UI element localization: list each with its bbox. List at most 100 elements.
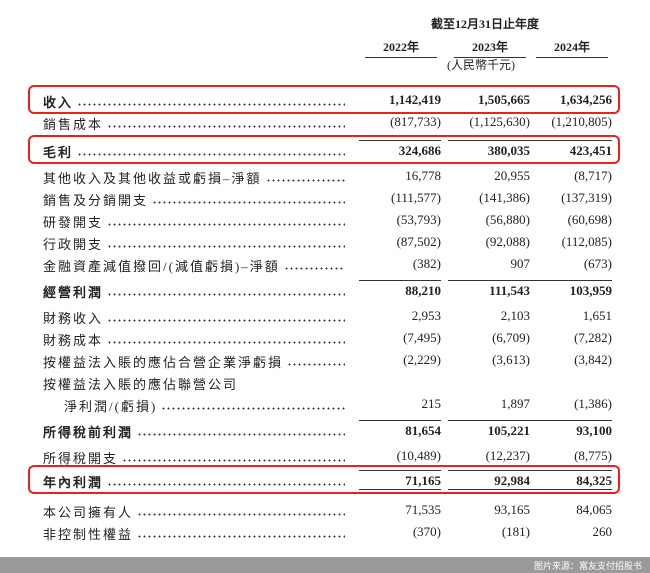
row-value: (87,502) [396, 234, 441, 249]
row-label: 經營利潤 [43, 285, 104, 300]
row-value: (12,237) [485, 448, 530, 463]
table-row: 銷售成本 (817,733) (1,125,630) (1,210,805) [0, 112, 650, 132]
row-value: (1,210,805) [551, 114, 612, 129]
row-label: 本公司擁有人 [43, 505, 134, 520]
row-value: 380,035 [448, 140, 530, 160]
table-row: 所得稅前利潤 81,654 105,221 93,100 [0, 420, 650, 440]
row-label: 所得稅前利潤 [43, 425, 134, 440]
table-row: 按權益法入賬的應佔聯營公司 [0, 372, 650, 392]
row-value: 105,221 [448, 420, 530, 440]
period-header: 截至12月31日止年度 [430, 17, 539, 31]
row-label: 淨利潤/(虧損) [64, 399, 158, 414]
dot-leader [122, 459, 345, 462]
row-value: 1,897 [500, 396, 530, 411]
table-row: 非控制性權益 (370) (181) 260 [0, 522, 650, 542]
table-row: 財務成本 (7,495) (6,709) (7,282) [0, 328, 650, 348]
row-value: (3,842) [574, 352, 612, 367]
row-value: 93,165 [494, 502, 530, 517]
year-header: 2024年 [536, 38, 608, 58]
row-value: 20,955 [494, 168, 530, 183]
row-value: 84,065 [576, 502, 612, 517]
table-row: 淨利潤/(虧損) 215 1,897 (1,386) [0, 394, 650, 414]
row-value: (370) [412, 524, 441, 539]
row-label: 財務成本 [43, 333, 104, 348]
row-label: 研發開支 [43, 215, 104, 230]
row-value: 1,505,665 [478, 92, 530, 107]
row-value: 1,651 [582, 308, 612, 323]
table-row: 年內利潤 71,165 92,984 84,325 [0, 470, 650, 490]
dot-leader [137, 535, 345, 538]
row-value: 92,984 [448, 470, 530, 490]
row-label: 毛利 [43, 145, 74, 160]
dot-leader [77, 153, 345, 156]
row-value: (817,733) [390, 114, 441, 129]
dot-leader [152, 201, 345, 204]
table-row: 本公司擁有人 71,535 93,165 84,065 [0, 500, 650, 520]
row-value: (1,386) [574, 396, 612, 411]
table-row: 財務收入 2,953 2,103 1,651 [0, 306, 650, 326]
row-value: 907 [510, 256, 531, 271]
table-row: 經營利潤 88,210 111,543 103,959 [0, 280, 650, 300]
row-value: 81,654 [359, 420, 441, 440]
dot-leader [107, 483, 345, 486]
row-label: 年內利潤 [43, 475, 104, 490]
dot-leader [107, 341, 345, 344]
row-value: (141,386) [479, 190, 530, 205]
row-value: (8,775) [574, 448, 612, 463]
row-label: 銷售成本 [43, 117, 104, 132]
row-value: 260 [592, 524, 613, 539]
row-value: (112,085) [561, 234, 612, 249]
dot-leader [107, 245, 345, 248]
table-row: 行政開支 (87,502) (92,088) (112,085) [0, 232, 650, 252]
row-value: (3,613) [492, 352, 530, 367]
highlight-box [28, 465, 620, 494]
dot-leader [107, 223, 345, 226]
row-value: 71,535 [405, 502, 441, 517]
row-value: 1,142,419 [389, 92, 441, 107]
row-value: 111,543 [448, 280, 530, 300]
row-value: (10,489) [396, 448, 441, 463]
highlight-box [28, 135, 620, 164]
row-value: (56,880) [485, 212, 530, 227]
row-value: (7,282) [574, 330, 612, 345]
row-value: 423,451 [530, 140, 612, 160]
year-header: 2022年 [365, 38, 437, 58]
dot-leader [287, 363, 345, 366]
row-value: 93,100 [530, 420, 612, 440]
row-value: (8,717) [574, 168, 612, 183]
row-value: 215 [421, 396, 442, 411]
row-value: 1,634,256 [560, 92, 612, 107]
row-value: (53,793) [396, 212, 441, 227]
row-value: 88,210 [359, 280, 441, 300]
row-value: 84,325 [530, 470, 612, 490]
row-value: 71,165 [359, 470, 441, 490]
dot-leader [283, 267, 345, 270]
row-label: 按權益法入賬的應佔聯營公司 [43, 377, 239, 392]
row-value: (2,229) [403, 352, 441, 367]
row-value: (181) [501, 524, 530, 539]
dot-leader [107, 319, 345, 322]
table-row: 金融資產減值撥回/(減值虧損)–淨額 (382) 907 (673) [0, 254, 650, 274]
row-label: 金融資產減值撥回/(減值虧損)–淨額 [43, 259, 280, 274]
table-row: 其他收入及其他收益或虧損–淨額 16,778 20,955 (8,717) [0, 166, 650, 186]
row-value: 16,778 [405, 168, 441, 183]
row-value: 103,959 [530, 280, 612, 300]
row-label: 所得稅開支 [43, 451, 119, 466]
row-value: (673) [583, 256, 612, 271]
row-value: 2,953 [411, 308, 441, 323]
unit-label: (人民幣千元) [447, 58, 515, 72]
dot-leader [137, 513, 345, 516]
table-row: 毛利 324,686 380,035 423,451 [0, 140, 650, 160]
table-row: 收入 1,142,419 1,505,665 1,634,256 [0, 90, 650, 110]
dot-leader [161, 407, 345, 410]
row-value: (92,088) [485, 234, 530, 249]
table-row: 研發開支 (53,793) (56,880) (60,698) [0, 210, 650, 230]
row-value: (111,577) [391, 190, 441, 205]
table-row: 所得稅開支 (10,489) (12,237) (8,775) [0, 446, 650, 466]
footer-bar: 图片来源：富友支付招股书 [0, 557, 650, 573]
dot-leader [107, 293, 345, 296]
table-row: 按權益法入賬的應佔合營企業淨虧損 (2,229) (3,613) (3,842) [0, 350, 650, 370]
row-label: 收入 [43, 95, 74, 110]
row-value: (7,495) [403, 330, 441, 345]
